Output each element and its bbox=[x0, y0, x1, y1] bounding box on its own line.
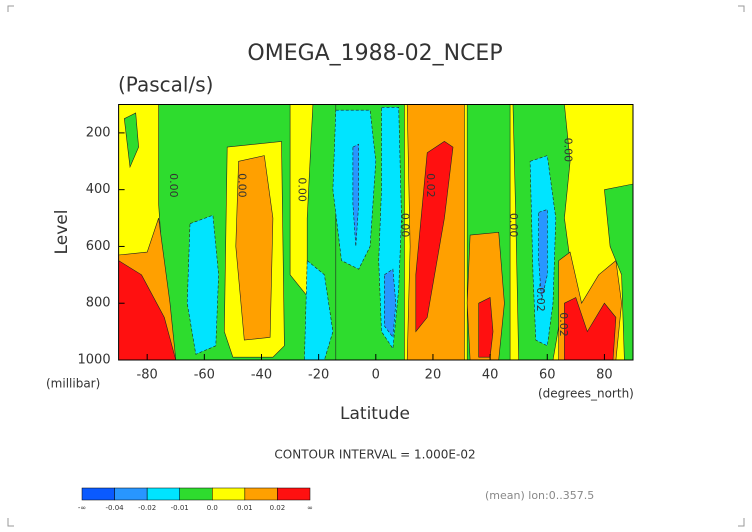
x-unit: (degrees_north) bbox=[538, 387, 634, 401]
colorbar-swatch bbox=[244, 487, 278, 501]
chart-title: OMEGA_1988-02_NCEP bbox=[247, 41, 502, 66]
footer-note: (mean) lon:0..357.5 bbox=[485, 489, 594, 502]
contour-label: 0.02 bbox=[557, 312, 570, 337]
chart-subtitle: (Pascal/s) bbox=[118, 73, 213, 97]
colorbar-label: 0.0 bbox=[207, 504, 218, 512]
contour-label: 0.00 bbox=[398, 213, 411, 238]
contour-region bbox=[564, 297, 617, 360]
x-tick-label: -60 bbox=[194, 368, 215, 383]
contour-interval: CONTOUR INTERVAL = 1.000E-02 bbox=[274, 448, 475, 462]
contour-label: -0.02 bbox=[534, 283, 547, 311]
corner-mark bbox=[738, 5, 745, 12]
x-tick-label: -40 bbox=[251, 368, 272, 383]
y-tick-label: 600 bbox=[86, 239, 111, 254]
contour-region bbox=[538, 209, 548, 301]
y-tick-label: 200 bbox=[86, 125, 111, 140]
x-tick-label: -80 bbox=[137, 368, 158, 383]
corner-mark bbox=[7, 518, 14, 527]
contour-region bbox=[478, 297, 494, 358]
contour-region bbox=[415, 141, 454, 333]
colorbar-swatch bbox=[277, 487, 311, 501]
x-tick-label: 60 bbox=[539, 368, 556, 383]
colorbar-label: ∞ bbox=[307, 504, 313, 512]
contour-label: 0.02 bbox=[424, 173, 437, 198]
contour-label: 0.00 bbox=[235, 173, 248, 198]
corner-mark bbox=[7, 5, 14, 12]
x-tick-label: -20 bbox=[308, 368, 329, 383]
contour-label: 0.00 bbox=[295, 177, 308, 202]
colorbar-label: -0.02 bbox=[138, 504, 156, 512]
contour-region bbox=[235, 155, 274, 341]
colorbar-swatch bbox=[179, 487, 213, 501]
y-tick-label: 400 bbox=[86, 182, 111, 197]
y-tick-label: 800 bbox=[86, 296, 111, 311]
x-tick-label: 0 bbox=[372, 368, 380, 383]
colorbar-swatch bbox=[114, 487, 148, 501]
x-tick-label: 40 bbox=[482, 368, 499, 383]
corner-marks bbox=[7, 5, 745, 527]
contour-region bbox=[384, 268, 397, 339]
contour-fills bbox=[118, 104, 634, 360]
corner-mark bbox=[738, 518, 745, 527]
y-axis-title: Level bbox=[52, 210, 72, 255]
y-unit: (millibar) bbox=[46, 377, 100, 391]
contour-region bbox=[123, 112, 139, 169]
contour-label: 0.00 bbox=[507, 213, 520, 238]
colorbar-label: -∞ bbox=[78, 504, 86, 512]
x-tick-label: 80 bbox=[596, 368, 613, 383]
contour-region bbox=[118, 260, 177, 360]
colorbar-swatch bbox=[146, 487, 180, 501]
contour-label: 0.00 bbox=[167, 173, 180, 198]
colorbar-swatch bbox=[81, 487, 115, 501]
x-axis-title: Latitude bbox=[340, 404, 410, 424]
colorbar-label: 0.01 bbox=[237, 504, 253, 512]
colorbar-label: -0.01 bbox=[171, 504, 189, 512]
colorbar-label: 0.02 bbox=[270, 504, 286, 512]
colorbar-swatch bbox=[212, 487, 246, 501]
contour-region bbox=[352, 143, 360, 247]
colorbar-label: -0.04 bbox=[106, 504, 125, 512]
x-tick-label: 20 bbox=[425, 368, 442, 383]
contour-region bbox=[466, 231, 505, 360]
y-tick-label: 1000 bbox=[78, 353, 111, 368]
contour-region bbox=[186, 214, 219, 355]
contour-label: 0.00 bbox=[561, 138, 574, 163]
contour-region bbox=[304, 259, 334, 360]
